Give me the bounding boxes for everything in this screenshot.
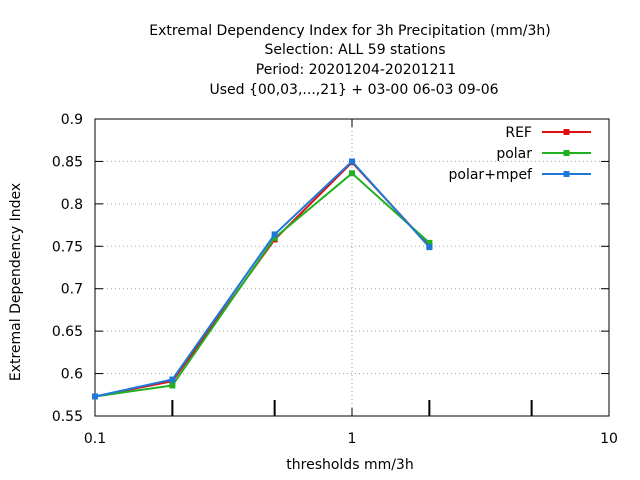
legend-label: REF [505,125,532,141]
data-point [426,239,433,246]
x-tick-labels: 0.1 1 10 [84,431,618,447]
data-point [426,244,433,251]
title-line-1: Extremal Dependency Index for 3h Precipi… [149,23,550,39]
series-line [94,171,431,398]
data-point [92,393,98,400]
data-point [271,231,278,238]
x-tick-label: 0.1 [84,431,106,447]
data-series [92,158,433,400]
x-tick-label: 10 [600,431,618,447]
data-point [169,376,176,383]
title-line-4: Used {00,03,...,21} + 03-00 06-03 09-06 [209,82,498,98]
legend-label: polar [496,146,532,162]
legend: REF polar polar+mpef [449,125,591,183]
legend-entry: REF [505,125,591,141]
y-tick-labels: 0.55 0.6 0.65 0.7 0.75 0.8 0.85 0.9 [52,112,83,425]
y-axis-label: Extremal Dependency Index [8,183,24,381]
chart-title: Extremal Dependency Index for 3h Precipi… [149,23,550,98]
series-polar [92,170,433,400]
legend-marker [563,171,570,177]
x-axis-label: thresholds mm/3h [286,457,413,473]
legend-marker [563,150,570,156]
y-tick-label: 0.8 [61,197,83,213]
y-tick-label: 0.75 [52,239,83,255]
y-tick-label: 0.9 [61,112,83,128]
data-point [169,382,176,389]
data-point [349,170,355,177]
y-tick-label: 0.6 [61,367,83,383]
grid-lines [95,119,609,416]
data-point [349,158,355,165]
plot-frame [94,118,610,417]
legend-label: polar+mpef [449,167,534,183]
y-tick-label: 0.55 [52,409,83,425]
y-tick-label: 0.85 [52,154,83,170]
title-line-3: Period: 20201204-20201211 [256,62,456,78]
title-line-2: Selection: ALL 59 stations [264,42,445,58]
x-tick-label: 1 [348,431,357,447]
y-tick-label: 0.7 [61,282,83,298]
series-polar-mpef [92,158,433,400]
legend-marker [563,129,570,135]
data-point [271,234,278,241]
legend-entry: polar+mpef [449,167,591,183]
legend-entry: polar [496,146,591,162]
y-tick-label: 0.65 [52,324,83,340]
